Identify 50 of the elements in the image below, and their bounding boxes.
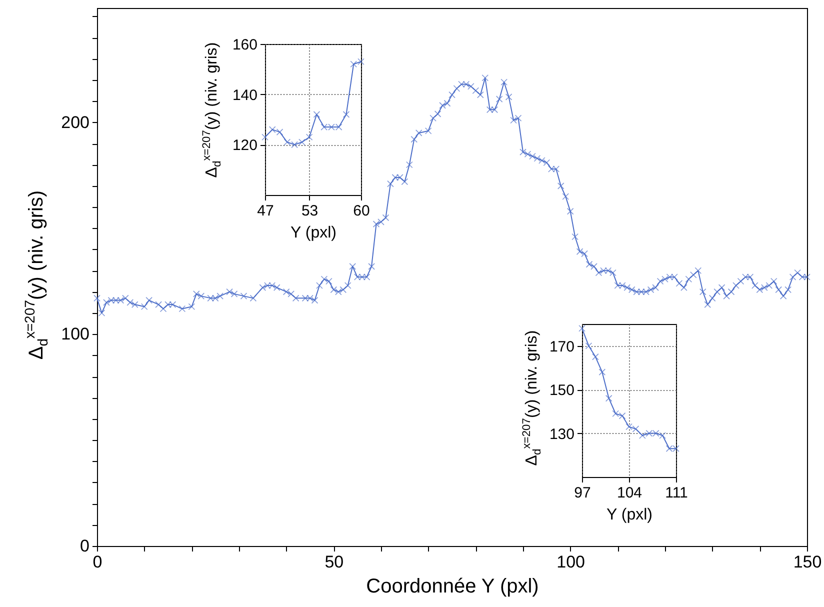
- x-tick-label: 50: [324, 552, 344, 572]
- point: [320, 124, 328, 130]
- y-tick-label: 150: [549, 382, 574, 400]
- point: [592, 353, 599, 360]
- y-tick-label: 200: [61, 112, 90, 132]
- point: [578, 324, 586, 332]
- x-tick-label: 111: [665, 484, 688, 502]
- y-tick-label: 140: [232, 86, 258, 104]
- point: [639, 432, 646, 439]
- point: [598, 368, 606, 376]
- point: [612, 410, 619, 418]
- x-tick-label: 104: [616, 484, 642, 502]
- point: [659, 432, 666, 439]
- x-tick-label: 97: [574, 484, 591, 502]
- point: [298, 138, 306, 146]
- point: [605, 394, 612, 402]
- point: [632, 426, 640, 432]
- y-tick-label: 170: [549, 338, 574, 356]
- point: [666, 445, 673, 452]
- point: [306, 134, 313, 141]
- point: [618, 412, 626, 420]
- point: [262, 134, 268, 141]
- x-tick-label: 47: [257, 202, 274, 220]
- y-tick-label: 120: [232, 137, 258, 154]
- point: [646, 430, 653, 437]
- y-tick-label: 130: [549, 426, 574, 443]
- x-tick-label: 0: [92, 552, 102, 572]
- point: [342, 111, 350, 118]
- point: [276, 128, 284, 136]
- x-axis-title: Y (pxl): [606, 506, 652, 524]
- point: [358, 58, 364, 66]
- point: [313, 111, 320, 118]
- point: [585, 342, 592, 350]
- point: [291, 141, 298, 148]
- point: [335, 124, 342, 130]
- point: [328, 124, 335, 130]
- x-tick-label: 150: [793, 552, 822, 572]
- point: [626, 423, 632, 430]
- point: [652, 430, 660, 437]
- x-axis-title: Y (pxl): [290, 224, 336, 242]
- x-tick-label: 60: [353, 202, 370, 220]
- point: [672, 445, 680, 452]
- y-tick-label: 160: [232, 36, 258, 54]
- y-tick-label: 0: [80, 536, 90, 556]
- point: [284, 138, 291, 146]
- point: [350, 60, 358, 68]
- x-axis-title: Coordonnée Y (pxl): [366, 576, 539, 598]
- point: [268, 126, 276, 133]
- y-tick-label: 100: [61, 324, 90, 344]
- x-tick-label: 53: [301, 202, 318, 220]
